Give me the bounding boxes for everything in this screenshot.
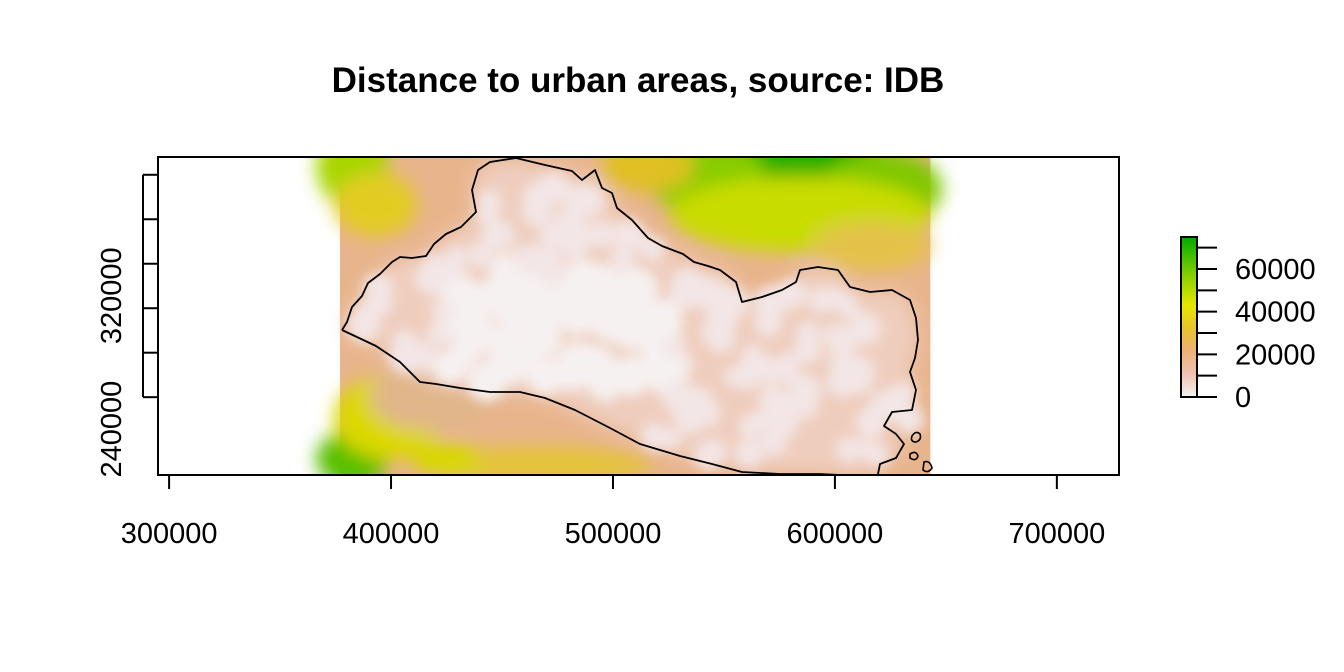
raster-field-8: [334, 172, 417, 237]
legend-tick-label: 0: [1235, 382, 1251, 414]
x-axis: 300000 400000 500000 600000 700000: [121, 474, 1105, 550]
x-tick-label: 300000: [121, 518, 218, 550]
urban-spot: [796, 321, 821, 346]
urban-spot: [858, 439, 879, 461]
raster-field-5: [599, 157, 695, 192]
urban-spot: [431, 298, 456, 323]
urban-spot: [504, 272, 548, 316]
urban-spot: [842, 324, 864, 347]
urban-spot: [640, 423, 669, 451]
urban-spot: [705, 322, 736, 353]
urban-spot: [673, 400, 707, 434]
urban-spot: [423, 261, 448, 285]
urban-spot: [738, 414, 764, 440]
urban-spot: [835, 436, 862, 463]
legend-tick-label: 40000: [1235, 297, 1316, 329]
urban-spot: [522, 182, 549, 209]
urban-spot: [558, 295, 598, 335]
urban-spot: [388, 339, 423, 373]
urban-spot: [777, 278, 808, 309]
x-tick-label: 600000: [787, 518, 884, 550]
urban-spot: [891, 381, 915, 405]
distance-raster: [316, 157, 943, 475]
urban-spot: [764, 388, 795, 419]
x-tick-label: 700000: [1008, 518, 1105, 550]
urban-spot: [723, 367, 744, 388]
urban-spot: [527, 321, 563, 357]
urban-spot: [560, 232, 590, 261]
urban-spot: [694, 440, 724, 470]
urban-spot: [694, 277, 728, 311]
y-tick-label: 240000: [96, 381, 128, 478]
urban-spot: [756, 356, 785, 386]
urban-spot: [822, 323, 847, 348]
urban-spot: [754, 309, 782, 337]
urban-spot: [355, 300, 382, 328]
urban-spot: [761, 429, 788, 456]
urban-spot: [640, 236, 666, 262]
y-axis: 240000 320000: [96, 173, 158, 478]
urban-spot: [498, 337, 539, 378]
urban-spot: [613, 219, 642, 249]
urban-spot: [467, 242, 493, 269]
y-tick-label: 320000: [96, 247, 128, 344]
urban-spot: [537, 242, 560, 264]
legend-colorbar: [1180, 236, 1198, 398]
urban-spot: [450, 335, 482, 367]
urban-spot: [826, 367, 857, 398]
urban-spot: [616, 268, 659, 310]
urban-spot: [476, 203, 499, 226]
urban-spot: [572, 185, 601, 214]
color-legend: 0 20000 40000 60000: [1180, 236, 1316, 414]
urban-spot: [636, 352, 668, 384]
chart-title: Distance to urban areas, source: IDB: [332, 61, 945, 100]
urban-spot: [641, 299, 683, 340]
urban-spot: [513, 243, 545, 276]
country-boundary: [341, 157, 933, 475]
x-tick-label: 500000: [565, 518, 662, 550]
x-tick-label: 400000: [343, 518, 440, 550]
urban-spot: [661, 428, 682, 450]
legend-tick-label: 20000: [1235, 339, 1316, 371]
urban-spot: [734, 439, 764, 468]
urban-spot: [825, 286, 847, 308]
raster-field-12: [410, 443, 482, 475]
raster-field-6: [812, 220, 931, 272]
urban-spot: [556, 341, 600, 384]
urban-spot: [480, 227, 502, 249]
urban-spot: [791, 392, 818, 419]
legend-tick-label: 60000: [1235, 254, 1316, 286]
raster-urban-spots: [347, 171, 925, 470]
urban-spot: [754, 292, 779, 317]
urban-spot: [587, 220, 616, 249]
